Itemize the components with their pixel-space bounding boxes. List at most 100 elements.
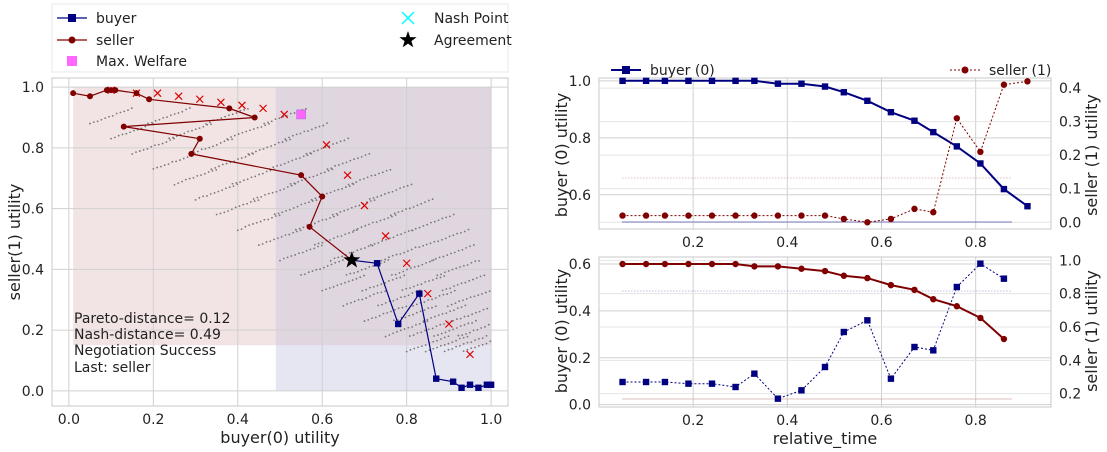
- outcome-dot: [462, 264, 465, 267]
- outcome-dot: [376, 284, 379, 287]
- outcome-dot: [353, 300, 356, 303]
- outcome-dot: [203, 172, 206, 175]
- y-tick-label: 0.2: [569, 351, 591, 367]
- outcome-dot: [221, 189, 224, 192]
- agreement-point: [343, 251, 361, 268]
- buyer-point: [864, 97, 871, 104]
- outcome-dot: [355, 277, 358, 280]
- outcome-dot: [384, 301, 387, 304]
- outcome-dot: [439, 276, 442, 279]
- outcome-dot: [279, 164, 282, 167]
- outcome-dot: [335, 142, 338, 144]
- outcome-dot: [327, 169, 330, 172]
- utility-over-time-top: 0.2 0.4 0.6 0.8 0.6 0.8 1.0 0.0 0.1 0.2 0.3 0.4 buy…: [552, 74, 1101, 251]
- buyer-point: [798, 80, 805, 87]
- outcome-dot: [403, 328, 406, 330]
- outcome-dot: [278, 117, 281, 120]
- outcome-dot: [340, 283, 343, 285]
- outcome-dot: [297, 180, 300, 183]
- x-tick-label: 0.8: [965, 413, 987, 429]
- buyer-point: [774, 80, 782, 87]
- outcome-dot: [443, 275, 446, 277]
- outcome-dot: [305, 107, 307, 110]
- outcome-dot: [173, 113, 176, 115]
- outcome-dot: [420, 283, 423, 286]
- outcome-dot: [341, 187, 343, 190]
- y-right-tick-label: 0.1: [1059, 182, 1081, 198]
- outcome-dot: [108, 115, 110, 118]
- outcome-dot: [406, 184, 409, 187]
- outcome-dot: [243, 179, 245, 182]
- y-tick-label: 0.6: [569, 188, 591, 204]
- outcome-dot: [440, 273, 442, 276]
- seller-point: [774, 263, 782, 270]
- outcome-dot: [348, 251, 351, 254]
- outcome-dot: [378, 314, 381, 317]
- outcome-dot: [428, 260, 431, 263]
- outcome-dot: [380, 291, 383, 294]
- outcome-dot: [459, 325, 462, 327]
- outcome-dot: [443, 323, 445, 325]
- outcome-dot: [331, 168, 334, 171]
- outcome-dot: [257, 199, 260, 202]
- outcome-dot: [184, 178, 187, 181]
- outcome-dot: [310, 198, 313, 201]
- outcome-dot: [350, 206, 353, 209]
- outcome-dot: [396, 234, 399, 237]
- outcome-dot: [307, 271, 310, 274]
- outcome-dot: [427, 199, 430, 202]
- x-tick-label: 0.2: [682, 413, 704, 429]
- outcome-dot: [444, 237, 447, 240]
- outcome-dot: [441, 289, 444, 292]
- outcome-dot: [399, 253, 402, 255]
- outcome-dot: [348, 185, 351, 188]
- legend-label-max-welfare: Max. Welfare: [96, 54, 187, 70]
- outcome-dot: [228, 114, 230, 117]
- outcome-dot: [227, 138, 230, 141]
- outcome-dot: [316, 149, 319, 152]
- outcome-dot: [437, 334, 439, 336]
- outcome-dot: [459, 317, 462, 320]
- outcome-dot: [456, 307, 459, 310]
- pareto-point: [238, 101, 246, 110]
- outcome-dot: [369, 286, 371, 289]
- outcome-dot: [468, 331, 471, 334]
- y-tick-label: 0.4: [569, 304, 591, 320]
- outcome-dot: [294, 228, 297, 231]
- top-left-y-label: buyer (0) utility: [552, 93, 571, 218]
- outcome-dot: [314, 126, 317, 129]
- outcome-dot: [275, 190, 278, 193]
- outcome-dot: [411, 229, 414, 232]
- y-tick-label: 1.0: [22, 80, 44, 96]
- outcome-dot: [196, 174, 199, 177]
- outcome-dot: [466, 264, 469, 266]
- outcome-dot: [474, 339, 476, 342]
- outcome-dot: [192, 176, 195, 179]
- buyer-point: [642, 378, 650, 386]
- pareto-x-stroke: [195, 95, 204, 104]
- outcome-dot: [111, 114, 114, 117]
- outcome-dot: [169, 139, 172, 141]
- outcome-dot: [227, 210, 229, 212]
- seller-offer-point: [70, 90, 77, 97]
- seller-point: [821, 267, 829, 275]
- outcome-dot: [456, 283, 459, 286]
- outcome-dot: [294, 182, 297, 185]
- outcome-dot: [158, 118, 161, 121]
- outcome-dot: [168, 137, 171, 140]
- legend-label-agreement: Agreement: [434, 33, 512, 49]
- outcome-dot: [247, 107, 249, 110]
- outcome-dot: [374, 316, 377, 319]
- seller-point: [953, 115, 961, 122]
- pareto-x-stroke: [216, 98, 225, 107]
- outcome-dot: [210, 123, 212, 126]
- pareto-x-stroke: [280, 110, 289, 119]
- outcome-dot: [204, 147, 207, 150]
- outcome-dot: [186, 156, 189, 158]
- outcome-dot: [276, 237, 279, 240]
- outcome-dot: [445, 216, 448, 219]
- outcome-dot: [483, 274, 486, 277]
- outcome-dot: [271, 216, 273, 219]
- outcome-dot: [441, 312, 444, 315]
- outcome-dot: [152, 167, 155, 170]
